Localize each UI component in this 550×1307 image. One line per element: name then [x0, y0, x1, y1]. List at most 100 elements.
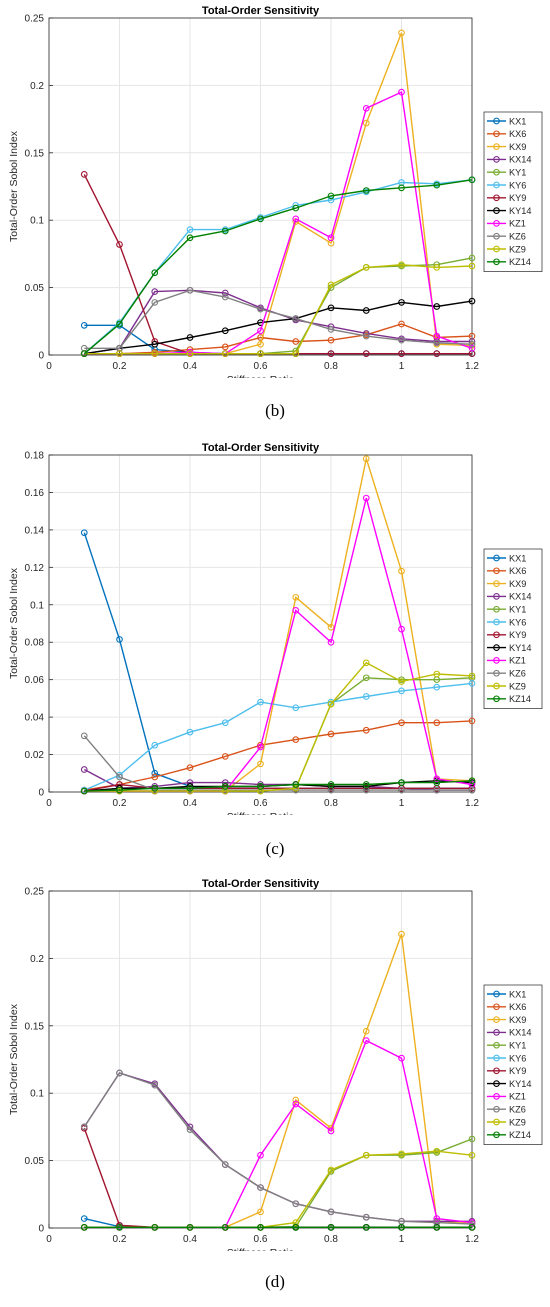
x-tick-label: 0.8	[324, 1234, 338, 1245]
legend-swatch-marker	[493, 593, 500, 600]
legend-label: KX6	[509, 129, 526, 139]
y-tick-label: 0.05	[25, 1156, 45, 1167]
series-line-kx6	[84, 720, 473, 791]
data-point	[398, 687, 405, 695]
legend-label: KY9	[509, 193, 526, 203]
y-axis-label: Total-Order Sobol Index	[8, 1003, 20, 1115]
caption-b: (b)	[265, 401, 285, 420]
data-point	[468, 672, 476, 680]
legend-item: KY14	[487, 206, 531, 216]
y-tick-label: 0	[38, 351, 44, 362]
data-point	[362, 1151, 370, 1159]
data-point	[186, 286, 194, 294]
legend-label: KZ6	[509, 232, 526, 242]
x-axis-label: Stiffness Ratio	[227, 374, 295, 378]
legend-item: KZ9	[487, 1117, 526, 1127]
legend-item: KY6	[487, 180, 526, 190]
y-tick-label: 0	[38, 1224, 44, 1235]
legend-swatch-marker	[493, 567, 500, 575]
legend-label: KX6	[509, 566, 526, 576]
data-point	[257, 334, 264, 341]
x-tick-label: 1.2	[465, 1234, 479, 1245]
data-point	[292, 781, 300, 788]
data-point	[362, 659, 370, 667]
data-point	[80, 732, 88, 740]
legend-label: KZ14	[509, 1130, 531, 1140]
data-point	[398, 29, 405, 37]
data-point	[80, 787, 88, 795]
y-tick-label: 0.15	[25, 148, 45, 159]
x-tick-label: 0.4	[183, 361, 197, 372]
legend-swatch-marker	[493, 232, 500, 240]
legend-swatch-marker	[493, 657, 500, 664]
data-point	[151, 769, 159, 777]
data-point	[292, 593, 300, 601]
data-point	[433, 683, 441, 691]
data-point	[80, 321, 88, 329]
series-kz14	[80, 1223, 476, 1231]
legend-item: KY1	[487, 168, 526, 178]
legend-label: KZ6	[509, 669, 526, 679]
y-tick-label: 0.02	[25, 750, 45, 761]
series-line-kx6	[84, 323, 473, 355]
data-point	[151, 350, 159, 358]
data-point	[151, 288, 159, 295]
chart-title: Total-Order Sensitivity	[202, 442, 320, 454]
series-kz9	[80, 659, 476, 795]
legend-label: KY6	[509, 1053, 526, 1063]
data-point	[292, 1100, 300, 1108]
legend-label: KX1	[509, 989, 526, 999]
legend-box	[483, 548, 543, 709]
data-point	[292, 704, 300, 712]
data-point	[362, 783, 370, 790]
data-point	[362, 1213, 370, 1221]
legend-label: KZ14	[509, 257, 531, 267]
x-tick-label: 0.4	[183, 1234, 197, 1245]
data-point	[362, 494, 370, 502]
y-tick-label: 0.06	[25, 675, 45, 686]
data-point	[362, 726, 370, 734]
legend-swatch-marker	[493, 220, 500, 227]
data-point	[151, 299, 159, 306]
data-point	[327, 638, 335, 646]
legend-item: KX9	[487, 1015, 526, 1025]
series-line-kz14	[84, 780, 473, 792]
data-point	[221, 227, 229, 235]
legend-swatch-marker	[493, 695, 500, 703]
data-point	[257, 1151, 264, 1159]
data-point	[398, 299, 405, 306]
series-line-kz9	[84, 661, 473, 792]
y-axis-label: Total-Order Sobol Index	[8, 567, 20, 679]
data-point	[116, 771, 123, 779]
y-tick-label: 0.2	[30, 81, 44, 92]
data-point	[116, 773, 123, 781]
series-kz14	[80, 777, 476, 795]
legend-item: KZ14	[487, 1130, 531, 1140]
legend-swatch-marker	[493, 682, 500, 690]
data-point	[221, 753, 229, 760]
legend-swatch-marker	[493, 1118, 500, 1126]
legend-swatch-marker	[493, 117, 500, 125]
data-point	[433, 1215, 441, 1222]
data-point	[221, 293, 229, 301]
legend-swatch-marker	[493, 207, 500, 214]
x-tick-label: 0	[46, 1234, 52, 1245]
legend-item: KX6	[487, 566, 526, 576]
data-point	[292, 350, 300, 358]
caption-c: (c)	[265, 839, 285, 858]
legend-item: KZ1	[487, 1092, 526, 1102]
legend-label: KZ9	[509, 681, 526, 691]
data-point	[257, 698, 264, 706]
data-point	[327, 196, 335, 204]
data-point	[151, 741, 159, 749]
data-point	[186, 334, 194, 341]
data-point	[327, 350, 335, 358]
data-point	[433, 719, 441, 727]
legend-label: KY1	[509, 605, 526, 615]
data-point	[362, 104, 370, 112]
data-point	[433, 670, 441, 678]
data-point	[398, 786, 405, 794]
data-point	[433, 1147, 441, 1155]
legend-item: KX1	[487, 116, 526, 126]
data-point	[292, 607, 300, 614]
